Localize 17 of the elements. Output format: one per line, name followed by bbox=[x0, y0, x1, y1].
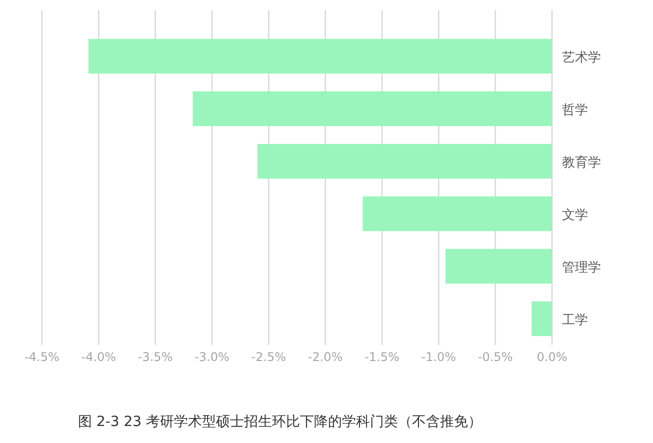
y-tick-label: 工学 bbox=[562, 312, 588, 328]
x-tick-label: -3.0% bbox=[194, 350, 230, 364]
x-tick-label: 0.0% bbox=[536, 350, 568, 364]
text: 图 2-3 23 考研学术型硕士招生环比下降的学科门类（不含推免） bbox=[78, 414, 482, 430]
x-tick-label: -3.5% bbox=[138, 350, 173, 364]
y-tick-label: 文学 bbox=[562, 208, 588, 223]
x-tick-label: -4.5% bbox=[24, 350, 60, 364]
y-tick-label: 教育学 bbox=[562, 154, 601, 170]
x-tick-label: -1.5% bbox=[364, 350, 400, 364]
x-tick-label: -4.0% bbox=[81, 350, 116, 364]
x-tick-label: -2.0% bbox=[308, 350, 343, 364]
y-tick-label: 哲学 bbox=[562, 102, 588, 118]
y-tick-label: 艺术学 bbox=[562, 50, 601, 66]
y-tick-label: 管理学 bbox=[562, 260, 601, 276]
x-tick-label: -2.5% bbox=[251, 350, 286, 364]
x-tick-label: -0.5% bbox=[478, 350, 513, 364]
x-tick-label: -1.0% bbox=[421, 350, 456, 364]
